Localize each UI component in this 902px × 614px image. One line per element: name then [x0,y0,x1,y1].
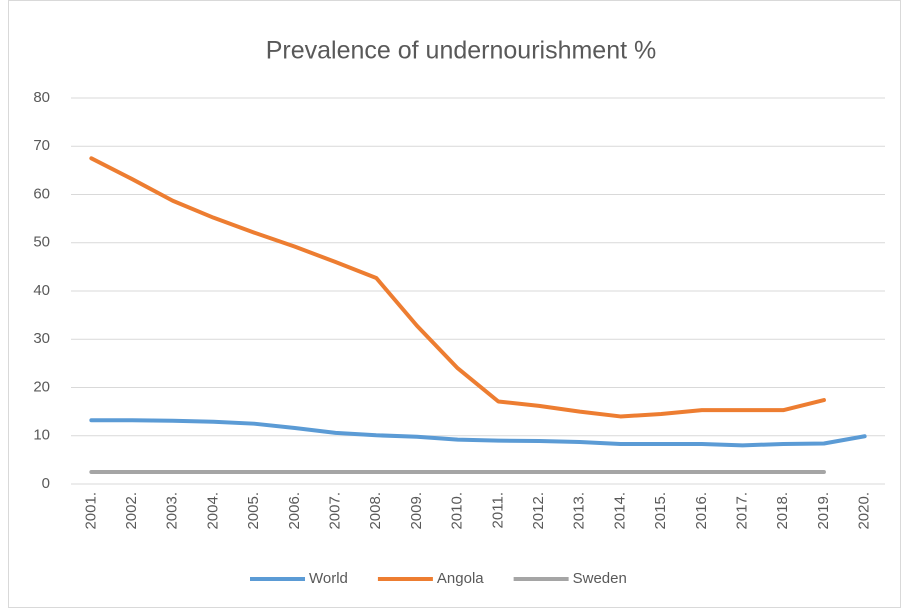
y-tick-label: 30 [33,330,50,347]
chart-border [8,0,901,608]
x-tick-label: 2001. [82,492,99,530]
x-tick-label: 2012. [530,492,547,530]
chart-title: Prevalence of undernourishment % [266,37,657,65]
y-tick-label: 80 [33,89,50,106]
series-line [89,418,867,448]
x-tick-label: 2016. [693,492,710,530]
x-tick-label: 2003. [164,492,181,530]
y-tick-label: 70 [33,137,50,154]
x-tick-label: 2005. [245,492,262,530]
x-tick-label: 2009. [408,492,425,530]
x-tick-label: 2002. [123,492,140,530]
x-tick-label: 2013. [571,492,588,530]
y-tick-label: 60 [33,185,50,202]
y-tick-label: 50 [33,234,50,251]
y-tick-label: 10 [33,427,50,444]
x-tick-label: 2006. [286,492,303,530]
y-tick-label: 0 [42,475,50,492]
x-tick-label: 2018. [774,492,791,530]
series-line [89,156,826,419]
x-tick-label: 2015. [652,492,669,530]
x-tick-label: 2011. [489,492,506,528]
legend-label: Sweden [573,570,627,587]
x-tick-label: 2019. [815,492,832,530]
x-tick-label: 2004. [204,492,221,530]
x-tick-label: 2020. [856,492,873,530]
legend-label: Angola [437,570,484,587]
y-tick-label: 40 [33,282,50,299]
y-tick-label: 20 [33,378,50,395]
x-tick-label: 2007. [327,492,344,530]
x-tick-label: 2008. [367,492,384,530]
legend-label: World [309,570,348,587]
x-tick-label: 2014. [611,492,628,530]
x-tick-label: 2010. [449,492,466,530]
x-tick-label: 2017. [734,492,751,530]
